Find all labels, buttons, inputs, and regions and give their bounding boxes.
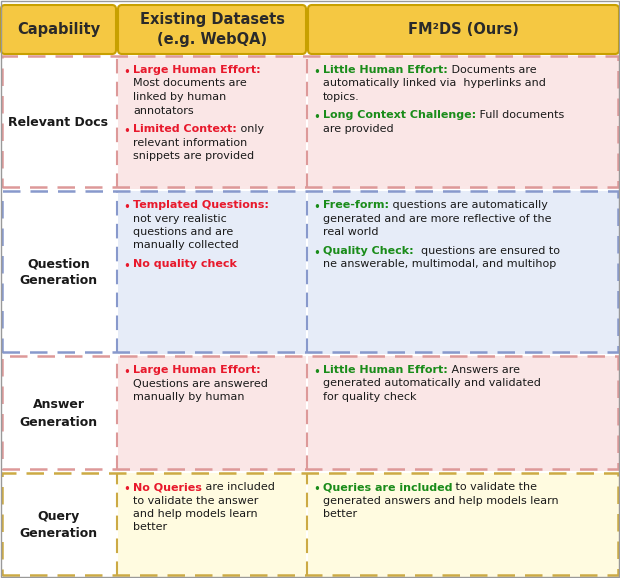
Text: for quality check: for quality check <box>323 392 417 402</box>
Bar <box>1 356 116 471</box>
Text: Questions are answered: Questions are answered <box>133 379 268 388</box>
Text: relevant information: relevant information <box>133 138 247 147</box>
Bar <box>1 473 116 577</box>
Text: Answer
Generation: Answer Generation <box>19 398 97 428</box>
Text: Templated Questions:: Templated Questions: <box>133 200 269 210</box>
Bar <box>1 191 116 354</box>
Text: Full documents: Full documents <box>476 110 564 120</box>
Text: snippets are provided: snippets are provided <box>133 151 254 161</box>
Text: •: • <box>123 66 130 79</box>
Text: •: • <box>313 66 320 79</box>
Bar <box>118 473 306 577</box>
Bar <box>118 191 306 354</box>
Text: Large Human Effort:: Large Human Effort: <box>133 365 260 375</box>
FancyBboxPatch shape <box>308 5 619 54</box>
Text: Quality Check:: Quality Check: <box>323 246 414 255</box>
Text: not very realistic: not very realistic <box>133 213 227 224</box>
Text: only: only <box>237 124 264 134</box>
Text: are included: are included <box>202 482 275 492</box>
Text: automatically linked via  hyperlinks and: automatically linked via hyperlinks and <box>323 79 546 88</box>
Text: Question
Generation: Question Generation <box>19 258 97 287</box>
Text: topics.: topics. <box>323 92 360 102</box>
Bar <box>1 56 116 189</box>
Text: questions are automatically: questions are automatically <box>389 200 548 210</box>
Text: to validate the: to validate the <box>453 482 538 492</box>
Text: •: • <box>123 260 130 273</box>
Text: and help models learn: and help models learn <box>133 509 258 519</box>
Text: •: • <box>313 201 320 214</box>
Bar <box>2 356 618 469</box>
Text: Existing Datasets
(e.g. WebQA): Existing Datasets (e.g. WebQA) <box>140 12 285 47</box>
Text: No Queries: No Queries <box>133 482 202 492</box>
Text: ne answerable, multimodal, and multihop: ne answerable, multimodal, and multihop <box>323 259 556 269</box>
Text: Answers are: Answers are <box>448 365 520 375</box>
Text: Free-form:: Free-form: <box>323 200 389 210</box>
Text: •: • <box>313 366 320 379</box>
Text: Large Human Effort:: Large Human Effort: <box>133 65 260 75</box>
Bar <box>308 473 619 577</box>
Text: questions are ensured to: questions are ensured to <box>414 246 560 255</box>
Text: generated automatically and validated: generated automatically and validated <box>323 379 541 388</box>
Text: •: • <box>123 366 130 379</box>
Text: linked by human: linked by human <box>133 92 226 102</box>
Text: annotators: annotators <box>133 106 193 116</box>
Text: No quality check: No quality check <box>133 259 237 269</box>
Text: •: • <box>123 483 130 496</box>
Text: manually collected: manually collected <box>133 240 239 250</box>
Text: •: • <box>123 125 130 138</box>
Bar <box>308 191 619 354</box>
Text: Query
Generation: Query Generation <box>19 510 97 540</box>
Bar <box>118 56 306 189</box>
Text: Long Context Challenge:: Long Context Challenge: <box>323 110 476 120</box>
Bar <box>2 473 618 575</box>
Text: Most documents are: Most documents are <box>133 79 247 88</box>
Text: questions and are: questions and are <box>133 227 233 237</box>
Bar <box>118 356 306 471</box>
Text: •: • <box>313 483 320 496</box>
Bar <box>308 56 619 189</box>
Text: •: • <box>313 112 320 124</box>
FancyBboxPatch shape <box>118 5 306 54</box>
Text: generated answers and help models learn: generated answers and help models learn <box>323 495 559 506</box>
Text: are provided: are provided <box>323 124 394 134</box>
Text: Relevant Docs: Relevant Docs <box>9 116 108 129</box>
Text: generated and are more reflective of the: generated and are more reflective of the <box>323 213 552 224</box>
Text: •: • <box>123 201 130 214</box>
Text: better: better <box>133 523 167 532</box>
Bar <box>2 191 618 352</box>
Text: Documents are: Documents are <box>448 65 536 75</box>
Bar <box>2 56 618 187</box>
Text: to validate the answer: to validate the answer <box>133 495 259 506</box>
Text: manually by human: manually by human <box>133 392 244 402</box>
Text: Capability: Capability <box>17 22 100 37</box>
Text: Little Human Effort:: Little Human Effort: <box>323 365 448 375</box>
FancyBboxPatch shape <box>1 5 116 54</box>
Text: Little Human Effort:: Little Human Effort: <box>323 65 448 75</box>
Text: better: better <box>323 509 357 519</box>
Text: Queries are included: Queries are included <box>323 482 453 492</box>
Bar <box>308 356 619 471</box>
Text: FM²DS (Ours): FM²DS (Ours) <box>408 22 519 37</box>
Text: Limited Context:: Limited Context: <box>133 124 237 134</box>
Text: real world: real world <box>323 227 378 237</box>
Text: •: • <box>313 246 320 260</box>
